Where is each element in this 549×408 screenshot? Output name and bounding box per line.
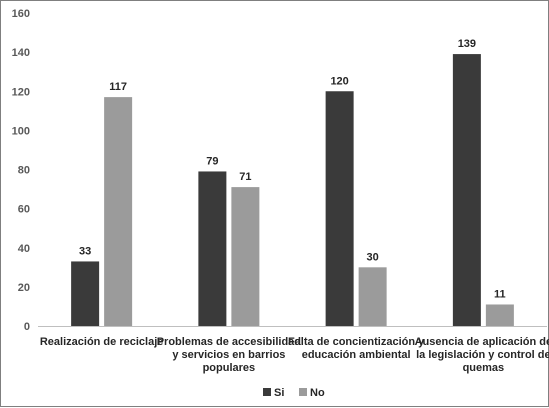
y-tick-label: 40: [18, 243, 30, 255]
legend-label-no: No: [310, 387, 325, 399]
y-tick-label: 20: [18, 282, 30, 294]
bar-si-0: [71, 261, 100, 326]
bar-no-3: [485, 304, 514, 326]
y-tick-label: 80: [18, 165, 30, 177]
y-tick-label: 120: [12, 86, 30, 98]
x-category-label: Problemas de accesibilidad y servicios en…: [157, 336, 301, 374]
bar-si-2: [325, 91, 354, 326]
data-label-si-2: 120: [330, 75, 348, 87]
x-category-label-line: populares: [203, 362, 256, 374]
data-label-si-0: 33: [79, 245, 91, 257]
legend-swatch-no: [299, 388, 307, 396]
data-label-no-2: 30: [367, 251, 379, 263]
y-tick-label: 0: [24, 321, 30, 333]
data-label-no-3: 11: [494, 288, 506, 300]
x-category-label-line: y servicios en barrios: [172, 349, 285, 361]
x-category-label: Falta de concientización y educación ambi…: [288, 336, 425, 361]
x-category-label-line: Ausencia de aplicación de: [415, 336, 549, 348]
y-tick-label: 100: [12, 125, 30, 137]
bar-no-0: [104, 97, 133, 327]
data-label-no-0: 117: [109, 81, 127, 93]
bar-no-1: [231, 187, 260, 326]
legend-swatch-si: [263, 388, 271, 396]
bar-no-2: [358, 267, 387, 326]
bar-si-1: [198, 171, 227, 326]
x-category-label-line: Realización de reciclaje: [40, 336, 164, 348]
x-category-label-line: quemas: [463, 362, 505, 374]
x-category-label-line: educación ambiental: [302, 349, 411, 361]
data-label-no-1: 71: [239, 171, 251, 183]
x-category-label-line: la legislación y control de: [416, 349, 549, 361]
data-label-si-3: 139: [458, 38, 476, 50]
bar-si-3: [452, 54, 481, 327]
data-label-si-1: 79: [206, 155, 218, 167]
y-tick-label: 60: [18, 204, 30, 216]
x-category-label: Ausencia de aplicación de la legislación …: [415, 336, 549, 374]
x-category-label-line: Problemas de accesibilidad: [157, 336, 301, 348]
y-tick-label: 140: [12, 47, 30, 59]
y-tick-label: 160: [12, 8, 30, 20]
x-category-label: Realización de reciclaje: [40, 336, 164, 348]
x-category-label-line: Falta de concientización y: [288, 336, 425, 348]
legend-label-si: Si: [274, 387, 284, 399]
